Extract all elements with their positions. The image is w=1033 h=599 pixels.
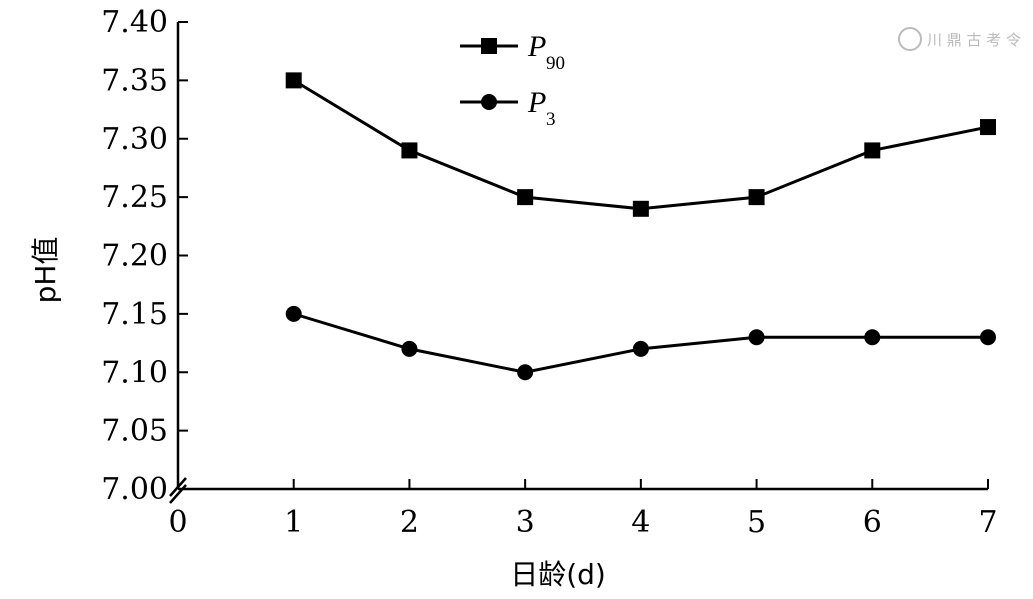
data-point-square	[517, 189, 534, 206]
data-point-square	[864, 142, 881, 159]
y-tick-label: 7.35	[101, 63, 168, 98]
watermark: 川 鼎 古 考 令	[898, 27, 1021, 51]
x-axis-title: 日龄(d)	[510, 558, 606, 591]
legend-label: P	[527, 30, 546, 63]
watermark-text: 川 鼎 古 考 令	[927, 31, 1021, 49]
x-tick-label: 6	[863, 505, 882, 540]
y-tick-label: 7.20	[101, 239, 168, 274]
legend-entry: P3	[460, 86, 556, 130]
data-point-square	[980, 119, 996, 136]
y-tick-label: 7.15	[101, 297, 168, 332]
x-tick-label: 4	[631, 505, 650, 540]
legend-circle-marker	[481, 94, 497, 110]
y-tick-label: 7.25	[101, 180, 168, 215]
x-tick-label: 0	[168, 505, 187, 540]
data-point-circle	[748, 329, 765, 346]
data-point-circle	[285, 305, 302, 322]
series-line	[292, 79, 989, 211]
data-point-square	[748, 189, 765, 206]
data-point-square	[632, 200, 649, 217]
legend-label: P	[527, 86, 546, 119]
x-tick-label: 2	[400, 505, 419, 540]
series-P90	[285, 72, 996, 217]
y-tick-label: 7.05	[101, 414, 168, 449]
x-tick-label: 3	[516, 505, 535, 540]
y-tick-label: 7.00	[101, 472, 168, 507]
data-point-circle	[632, 340, 649, 357]
y-tick-label: 7.30	[101, 122, 168, 157]
watermark-logo-icon	[898, 27, 922, 51]
data-point-circle	[401, 340, 418, 357]
data-point-square	[285, 72, 302, 89]
x-tick-label: 1	[284, 505, 303, 540]
legend-label-subscript: 3	[546, 109, 556, 130]
series-layer	[285, 72, 996, 381]
y-tick-label: 7.10	[101, 355, 168, 390]
y-tick-label: 7.40	[101, 5, 168, 40]
axes: 7.00 7.05 7.10 7.15 7.20 7.25 7.30 7.35 7.40 0 1 2 3…	[101, 5, 997, 540]
data-point-square	[401, 142, 418, 159]
data-point-circle	[864, 329, 881, 346]
legend-square-marker	[481, 38, 497, 54]
series-P3	[285, 305, 996, 381]
data-point-circle	[980, 329, 996, 346]
x-tick-label: 5	[747, 505, 766, 540]
y-axis-title: pH值	[29, 237, 62, 304]
legend-label-subscript: 90	[546, 53, 565, 74]
data-point-circle	[517, 364, 534, 381]
x-tick-label: 7	[978, 505, 997, 540]
legend-entry: P90	[460, 30, 565, 74]
axis-break-mark	[169, 477, 187, 497]
